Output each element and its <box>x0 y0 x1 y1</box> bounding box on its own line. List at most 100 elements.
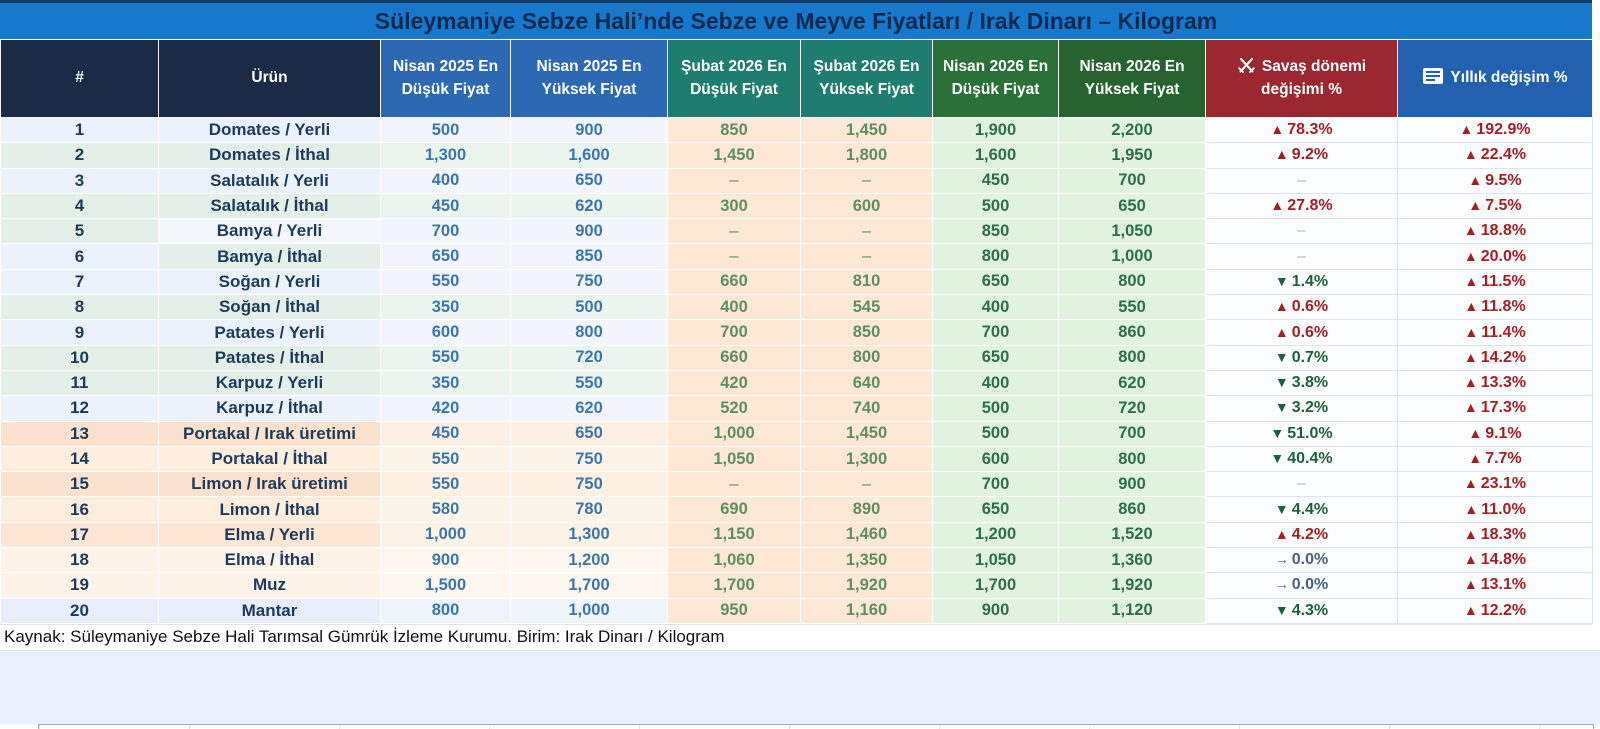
war-change-cell: ▲ 9.2% <box>1205 142 1398 169</box>
price-table: # Ürün Nisan 2025 En Düşük Fiyat Nisan 2025… <box>0 39 1593 624</box>
row-number-cell: 2 <box>0 142 159 169</box>
up-triangle-icon: ▲ <box>1274 298 1289 315</box>
down-triangle-icon: ▼ <box>1274 399 1289 416</box>
annual-change-value: 17.3% <box>1480 399 1527 417</box>
row-number-cell: 4 <box>0 192 159 220</box>
price-cell-s26-high: 1,350 <box>800 547 933 574</box>
war-change-value: 51.0% <box>1287 424 1333 442</box>
price-cell-n25-low: 900 <box>380 547 511 574</box>
price-cell-s26-high: 850 <box>800 319 933 346</box>
down-triangle-icon: ▼ <box>1270 450 1285 466</box>
row-number-cell: 18 <box>0 547 159 574</box>
price-cell-s26-high: 800 <box>800 344 933 371</box>
product-cell: Salatalık / İthal <box>158 192 381 220</box>
price-cell-s26-high: 1,160 <box>800 597 933 624</box>
price-cell-s26-low: – <box>667 471 801 498</box>
row-number-cell: 6 <box>0 243 159 270</box>
up-triangle-icon: ▲ <box>1463 374 1478 391</box>
up-triangle-icon: ▲ <box>1463 601 1478 618</box>
up-triangle-icon: ▲ <box>1464 298 1479 315</box>
price-cell-n26-low: 1,050 <box>932 547 1059 574</box>
price-cell-n25-high: 900 <box>510 116 668 144</box>
price-cell-n26-high: 1,120 <box>1058 597 1206 624</box>
price-cell-s26-high: 810 <box>800 268 933 296</box>
price-cell-s26-high: 1,920 <box>800 572 933 599</box>
product-cell: Karpuz / İthal <box>158 395 381 422</box>
price-cell-n25-low: 800 <box>380 597 511 624</box>
price-cell-s26-low: 1,000 <box>667 420 801 447</box>
price-cell-s26-high: 1,460 <box>800 521 933 549</box>
price-cell-n25-low: 1,500 <box>380 572 511 599</box>
war-change-cell: → 0.0% <box>1205 547 1398 574</box>
price-cell-n25-high: 500 <box>510 294 668 321</box>
price-cell-s26-high: 1,450 <box>800 116 933 144</box>
column-header-label: Yıllık değişim % <box>1450 69 1568 87</box>
row-number-cell: 14 <box>0 445 159 473</box>
row-number-cell: 15 <box>0 471 159 498</box>
flat-triangle-icon: → <box>1274 551 1289 568</box>
table-row: 3 Salatalık / Yerli 400 650– –450 700– ▲ 9.5% <box>0 167 1593 194</box>
price-cell-n26-low: 650 <box>932 496 1059 523</box>
table-title: Süleymaniye Sebze Hali’nde Sebze ve Meyv… <box>0 3 1592 39</box>
price-cell-s26-high: – <box>800 218 933 245</box>
price-cell-n26-low: 650 <box>932 344 1059 371</box>
annual-change-cell: ▲ 12.2% <box>1397 597 1593 624</box>
price-cell-n26-high: 1,950 <box>1058 142 1206 169</box>
war-change-cell: ▼ 1.4% <box>1205 268 1398 296</box>
price-cell-s26-high: – <box>800 167 933 194</box>
up-triangle-icon: ▲ <box>1463 399 1478 416</box>
price-cell-s26-low: – <box>667 243 801 270</box>
price-cell-n25-high: 650 <box>510 420 668 447</box>
product-cell: Domates / İthal <box>158 142 381 169</box>
table-row: 6 Bamya / İthal 650 850– –800 1,000– ▲ 20.0% <box>0 243 1593 270</box>
war-change-value: 4.3% <box>1291 601 1329 619</box>
up-triangle-icon: ▲ <box>1274 525 1289 542</box>
price-cell-n25-low: 700 <box>380 218 511 245</box>
price-cell-s26-low: 1,050 <box>667 445 801 473</box>
price-cell-s26-high: – <box>800 243 933 270</box>
up-triangle-icon: ▲ <box>1463 348 1478 365</box>
product-cell: Bamya / İthal <box>158 243 381 270</box>
war-change-value: 27.8% <box>1287 197 1333 215</box>
annual-change-value: 20.0% <box>1480 247 1527 265</box>
price-cell-n25-high: 900 <box>510 218 668 245</box>
war-change-cell: – <box>1205 243 1398 270</box>
column-header-label: Nisan 2026 En Düşük Fiyat <box>942 58 1049 98</box>
price-cell-n26-low: 1,900 <box>932 116 1059 144</box>
product-cell: Muz <box>158 572 381 599</box>
price-cell-n26-high: 800 <box>1058 344 1206 371</box>
annual-change-cell: ▲ 13.3% <box>1397 369 1593 397</box>
price-cell-s26-high: 600 <box>800 192 933 220</box>
price-cell-s26-low: 1,450 <box>667 142 801 169</box>
annual-change-cell: ▲ 18.8% <box>1397 218 1593 245</box>
price-cell-s26-low: 690 <box>667 496 801 523</box>
annual-change-cell: ▲ 14.8% <box>1397 547 1593 574</box>
annual-change-value: 9.5% <box>1485 171 1522 189</box>
price-cell-s26-low: 1,150 <box>667 521 801 549</box>
war-change-cell: ▲ 0.6% <box>1205 294 1398 321</box>
product-cell: Mantar <box>158 597 381 624</box>
price-cell-s26-low: 400 <box>667 294 801 321</box>
column-header-n26high: Nisan 2026 En Yüksek Fiyat <box>1058 39 1206 118</box>
war-change-value: – <box>1297 475 1306 493</box>
price-cell-n26-high: 1,920 <box>1058 572 1206 599</box>
price-cell-n26-low: 650 <box>932 268 1059 296</box>
war-change-value: – <box>1297 247 1306 265</box>
price-cell-n25-low: 450 <box>380 192 511 220</box>
product-cell: Portakal / İthal <box>158 445 381 473</box>
product-cell: Elma / İthal <box>158 547 381 574</box>
war-change-value: – <box>1297 171 1306 189</box>
war-change-cell: ▼ 3.2% <box>1205 395 1398 422</box>
table-row: 12 Karpuz / İthal 420 620 520 740 500 720 ▼ 3.2% ▲… <box>0 395 1593 422</box>
price-cell-s26-high: 890 <box>800 496 933 523</box>
up-triangle-icon: ▲ <box>1463 576 1478 593</box>
column-header-n25high: Nisan 2025 En Yüksek Fiyat <box>510 39 668 118</box>
price-cell-s26-low: 850 <box>667 116 801 144</box>
column-header-label: Nisan 2025 En Düşük Fiyat <box>392 58 499 98</box>
column-header-label: Savaş dönemi değişimi % <box>1261 58 1367 98</box>
column-header-n25low: Nisan 2025 En Düşük Fiyat <box>380 39 511 118</box>
annual-change-cell: ▲ 17.3% <box>1397 395 1593 422</box>
clipped-table-edge <box>38 723 1594 729</box>
war-change-cell: ▲ 4.2% <box>1205 521 1398 549</box>
up-triangle-icon: ▲ <box>1463 146 1478 163</box>
